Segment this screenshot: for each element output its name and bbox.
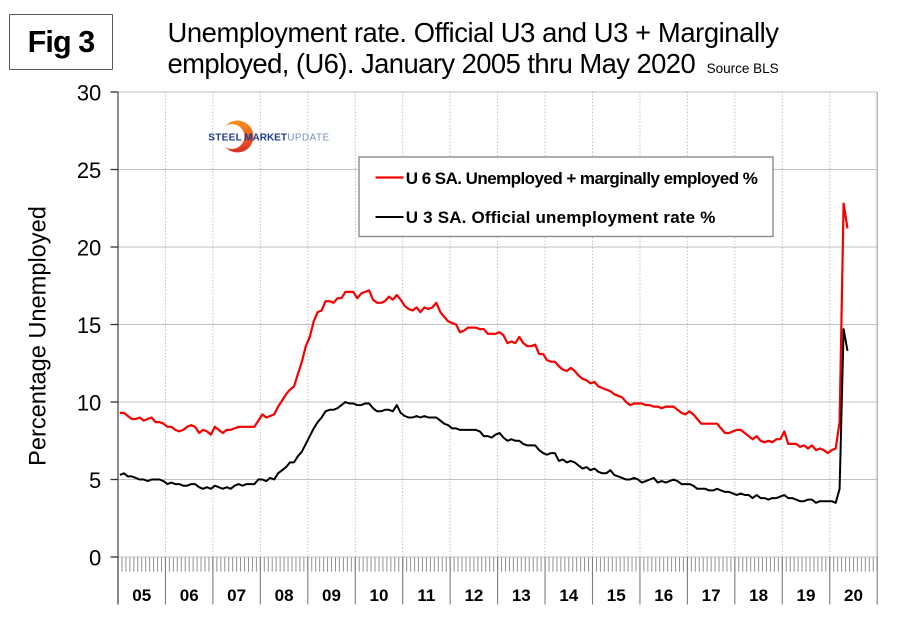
svg-text:12: 12 [464,586,483,605]
svg-text:15: 15 [607,586,626,605]
svg-text:0: 0 [89,546,101,571]
svg-text:08: 08 [275,586,294,605]
svg-text:Percentage Unemployed: Percentage Unemployed [26,206,52,466]
svg-text:5: 5 [89,468,101,493]
svg-text:09: 09 [322,586,341,605]
svg-text:14: 14 [559,586,578,605]
svg-text:18: 18 [749,586,768,605]
svg-text:16: 16 [654,586,673,605]
svg-text:15: 15 [77,313,101,338]
svg-text:06: 06 [180,586,199,605]
svg-text:10: 10 [77,391,101,416]
svg-text:30: 30 [77,81,101,106]
svg-text:25: 25 [77,158,101,183]
svg-text:UPDATE: UPDATE [287,132,329,143]
svg-text:10: 10 [370,586,389,605]
svg-text:U 3 SA. Official unemployment: U 3 SA. Official unemployment rate % [406,208,716,227]
svg-text:05: 05 [132,586,151,605]
svg-text:20: 20 [77,236,101,261]
svg-text:U 6 SA. Unemployed + marginall: U 6 SA. Unemployed + marginally employed… [406,169,758,188]
svg-text:STEEL: STEEL [208,132,242,143]
svg-text:13: 13 [512,586,531,605]
svg-text:17: 17 [702,586,721,605]
svg-text:20: 20 [844,586,863,605]
svg-text:19: 19 [797,586,816,605]
svg-text:07: 07 [227,586,246,605]
svg-text:11: 11 [417,586,435,605]
svg-text:MARKET: MARKET [244,132,287,143]
